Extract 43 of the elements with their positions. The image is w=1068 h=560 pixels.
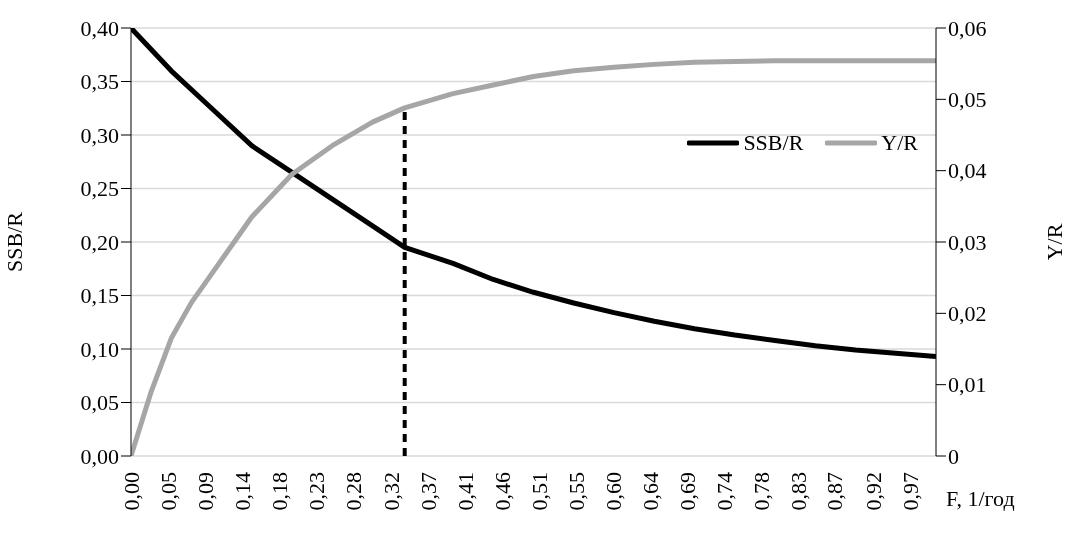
x-tick-label: 0,83	[785, 472, 811, 511]
x-tick-label: 0,60	[600, 472, 626, 511]
x-axis-title: F, 1/год	[946, 485, 1015, 511]
x-tick-label: 0,00	[118, 472, 144, 511]
y2-tick-label: 0,02	[948, 301, 987, 327]
y-tick-label: 0,40	[80, 15, 119, 41]
y-tick-label: 0,20	[80, 229, 119, 255]
y-tick-label: 0,25	[80, 176, 119, 202]
x-tick-label: 0,28	[341, 472, 367, 511]
x-tick-label: 0,92	[860, 472, 886, 511]
x-tick-label: 0,55	[563, 472, 589, 511]
y-tick-label: 0,15	[80, 283, 119, 309]
x-tick-label: 0,69	[674, 472, 700, 511]
y2-tick-label: 0,06	[948, 15, 987, 41]
y-axis-title: SSB/R	[1, 211, 27, 272]
x-tick-label: 0,97	[897, 472, 923, 511]
legend-label: Y/R	[881, 130, 918, 156]
legend-label: SSB/R	[743, 130, 804, 156]
y-tick-label: 0,35	[80, 69, 119, 95]
x-tick-label: 0,41	[452, 472, 478, 511]
x-tick-label: 0,32	[378, 472, 404, 511]
x-tick-label: 0,46	[489, 472, 515, 511]
x-tick-label: 0,18	[266, 472, 292, 511]
y2-axis-title: Y/R	[1041, 223, 1067, 261]
x-tick-label: 0,64	[637, 472, 663, 511]
x-tick-label: 0,51	[526, 472, 552, 511]
x-tick-label: 0,78	[748, 472, 774, 511]
y2-tick-label: 0,04	[948, 158, 987, 184]
y2-tick-label: 0,01	[948, 372, 987, 398]
y-tick-label: 0,30	[80, 122, 119, 148]
x-tick-label: 0,09	[192, 472, 218, 511]
y-tick-label: 0,00	[80, 443, 119, 469]
y2-tick-label: 0,03	[948, 229, 987, 255]
y-tick-label: 0,10	[80, 336, 119, 362]
y2-tick-label: 0,05	[948, 87, 987, 113]
x-tick-label: 0,37	[415, 472, 441, 511]
x-tick-label: 0,14	[229, 472, 255, 511]
x-tick-label: 0,23	[303, 472, 329, 511]
x-tick-label: 0,87	[822, 472, 848, 511]
y2-tick-label: 0	[948, 443, 959, 469]
x-tick-label: 0,05	[155, 472, 181, 511]
x-tick-label: 0,74	[711, 472, 737, 511]
y-tick-label: 0,05	[80, 390, 119, 416]
